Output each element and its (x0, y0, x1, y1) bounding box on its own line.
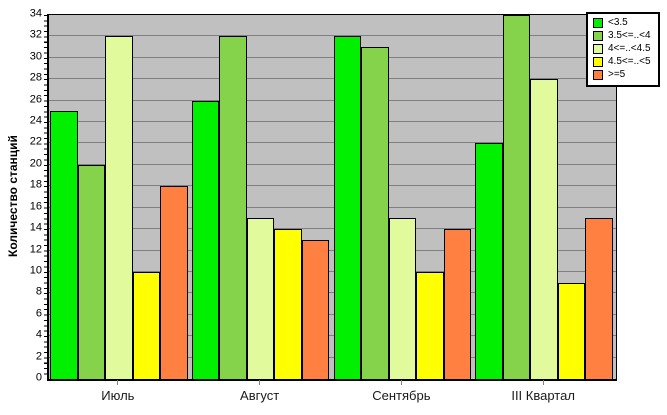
x-axis-label: Июль (101, 388, 135, 403)
legend-label: <3.5 (608, 17, 628, 28)
bar-group-4 (474, 15, 616, 379)
legend-swatch (593, 44, 603, 54)
y-tick-label: 12 (29, 243, 42, 256)
gridline (49, 56, 616, 58)
x-category-cell: Июль (47, 380, 189, 410)
x-tick-mark (542, 380, 544, 385)
bar (301, 239, 330, 379)
legend-item: >=5 (593, 70, 651, 80)
bar (530, 79, 558, 379)
y-tick-label: 4 (35, 328, 42, 341)
gridline (49, 206, 616, 208)
x-tick-mark (259, 380, 261, 385)
bar-group-1 (49, 15, 191, 379)
y-tick-label: 30 (29, 50, 42, 63)
x-axis-label: Август (240, 388, 280, 403)
gridline (49, 99, 616, 101)
legend-item: <3.5 (593, 18, 651, 28)
y-tick-label: 32 (29, 28, 42, 41)
legend-label: 4.5<=..<5 (608, 56, 651, 67)
x-tick-mark (117, 380, 119, 385)
y-tick-label: 34 (29, 7, 42, 20)
gridline (49, 78, 616, 80)
bar (77, 164, 106, 379)
y-tick-label: 14 (29, 221, 42, 234)
bar (388, 218, 417, 379)
legend-label: 4<=..<4.5 (608, 43, 651, 54)
gridline (49, 335, 616, 337)
y-tick-label: 2 (35, 350, 42, 363)
gridline (49, 35, 616, 37)
y-tick-label: 0 (35, 371, 42, 384)
x-axis-label: Сентябрь (372, 388, 431, 403)
bar (361, 47, 389, 379)
gridline (49, 356, 616, 358)
y-tick-label: 24 (29, 114, 42, 127)
bar (191, 100, 220, 379)
y-tick-label: 6 (35, 307, 42, 320)
bar (416, 271, 444, 379)
x-axis-labels: Июль Август Сентябрь III Квартал (47, 380, 614, 410)
bar (333, 36, 362, 379)
y-tick-label: 10 (29, 264, 42, 277)
y-tick-label: 20 (29, 157, 42, 170)
y-tick-label: 18 (29, 178, 42, 191)
gridline (49, 121, 616, 123)
x-category-cell: III Квартал (472, 380, 614, 410)
plot-area (44, 14, 617, 381)
y-tick-label: 8 (35, 285, 42, 298)
legend-swatch (593, 57, 603, 67)
gridline (49, 228, 616, 230)
y-tick-label: 16 (29, 200, 42, 213)
legend-item: 3.5<=..<4 (593, 31, 651, 41)
legend-swatch (593, 70, 603, 80)
y-axis-tick-labels: 0 2 4 6 8 10 12 14 16 18 20 22 24 26 28 30 32 34 (0, 8, 42, 383)
gridline (49, 185, 616, 187)
gridline (49, 270, 616, 272)
y-tick-label: 28 (29, 71, 42, 84)
bar (502, 15, 531, 379)
legend-label: >=5 (608, 69, 626, 80)
x-axis-label: III Квартал (511, 388, 575, 403)
gridline (49, 142, 616, 144)
bar (443, 229, 472, 379)
y-tick-label: 22 (29, 135, 42, 148)
bar (219, 36, 247, 379)
bar-group-3 (333, 15, 475, 379)
bar (50, 111, 78, 379)
x-category-cell: Август (189, 380, 331, 410)
legend-item: 4<=..<4.5 (593, 44, 651, 54)
gridline (49, 163, 616, 165)
gridline (49, 249, 616, 251)
legend-swatch (593, 18, 603, 28)
bar (585, 218, 613, 379)
bar (557, 282, 586, 379)
legend-label: 3.5<=..<4 (608, 30, 651, 41)
legend-item: 4.5<=..<5 (593, 57, 651, 67)
x-category-cell: Сентябрь (331, 380, 473, 410)
bar-groups (49, 15, 616, 379)
bar (105, 36, 133, 379)
bar (274, 229, 302, 379)
legend-swatch (593, 31, 603, 41)
y-tick-label: 26 (29, 93, 42, 106)
gridline (49, 313, 616, 315)
bar (475, 143, 503, 379)
bar (246, 218, 275, 379)
x-tick-mark (400, 380, 402, 385)
bar (132, 271, 161, 379)
legend: <3.5 3.5<=..<4 4<=..<4.5 4.5<=..<5 >=5 (586, 12, 660, 87)
gridline (49, 292, 616, 294)
bar (160, 186, 188, 379)
bar-group-2 (191, 15, 333, 379)
